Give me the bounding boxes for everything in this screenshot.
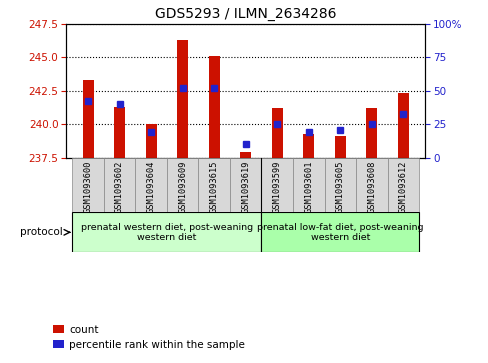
Text: GSM1093608: GSM1093608 [366,160,376,213]
Bar [303,134,314,158]
Bar [198,158,229,212]
Bar [334,136,345,158]
Bar [324,158,355,212]
Text: GSM1093601: GSM1093601 [304,160,313,213]
Title: GDS5293 / ILMN_2634286: GDS5293 / ILMN_2634286 [155,7,336,21]
Bar [72,212,261,252]
Bar [114,107,125,158]
Bar [145,124,156,158]
Text: protocol: protocol [20,227,62,237]
Text: GSM1093604: GSM1093604 [146,160,155,213]
Text: GSM1093605: GSM1093605 [335,160,344,213]
Text: GSM1093599: GSM1093599 [272,160,281,213]
Bar [135,158,166,212]
Text: GSM1093615: GSM1093615 [209,160,218,213]
Bar [240,152,251,158]
Bar [261,158,292,212]
Legend: count, percentile rank within the sample: count, percentile rank within the sample [49,321,248,354]
Text: GSM1093612: GSM1093612 [398,160,407,213]
Bar [177,40,188,158]
Text: GSM1093600: GSM1093600 [83,160,92,213]
Text: GSM1093609: GSM1093609 [178,160,187,213]
Bar [366,108,377,158]
Bar [103,158,135,212]
Bar [229,158,261,212]
Text: prenatal western diet, post-weaning
western diet: prenatal western diet, post-weaning west… [81,223,252,242]
Bar [82,80,93,158]
Bar [387,158,418,212]
Bar [355,158,387,212]
Text: GSM1093619: GSM1093619 [241,160,250,213]
Text: GSM1093602: GSM1093602 [115,160,124,213]
Bar [397,93,408,158]
Bar [271,108,282,158]
Bar [166,158,198,212]
Bar [72,158,103,212]
Bar [261,212,418,252]
Bar [208,56,219,158]
Text: prenatal low-fat diet, post-weaning
western diet: prenatal low-fat diet, post-weaning west… [257,223,423,242]
Bar [292,158,324,212]
